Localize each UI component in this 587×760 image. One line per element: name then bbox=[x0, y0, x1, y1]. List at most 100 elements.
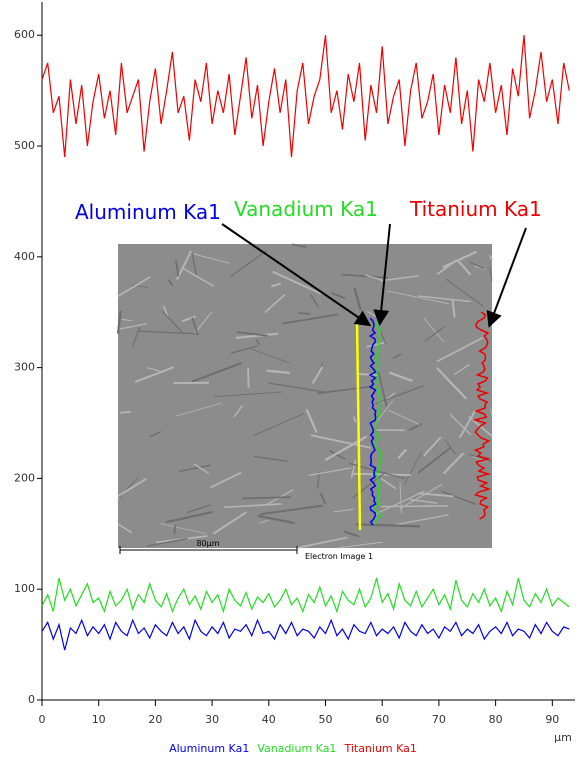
texture bbox=[235, 332, 279, 339]
texture bbox=[117, 497, 120, 501]
scan-trace bbox=[472, 311, 492, 520]
x-tick-label: 20 bbox=[148, 713, 162, 726]
texture bbox=[374, 490, 425, 516]
texture bbox=[445, 278, 484, 307]
texture bbox=[380, 275, 420, 282]
texture bbox=[186, 504, 212, 514]
texture bbox=[233, 405, 243, 418]
texture bbox=[457, 259, 472, 276]
texture bbox=[388, 371, 413, 382]
texture bbox=[162, 305, 169, 317]
texture bbox=[379, 330, 387, 345]
texture bbox=[311, 366, 324, 384]
texture bbox=[167, 279, 174, 287]
texture bbox=[468, 453, 493, 463]
texture bbox=[309, 467, 352, 476]
texture bbox=[131, 326, 141, 348]
texture bbox=[443, 452, 465, 475]
texture bbox=[242, 496, 291, 500]
texture bbox=[343, 530, 360, 538]
y-tick-label: 0 bbox=[28, 693, 35, 706]
texture bbox=[257, 514, 295, 525]
legend-entry: Titanium Ka1 bbox=[343, 742, 416, 755]
texture bbox=[319, 492, 327, 505]
scan-trace bbox=[373, 317, 382, 526]
texture bbox=[356, 523, 421, 528]
texture bbox=[366, 341, 385, 348]
x-axis-label: µm bbox=[554, 731, 572, 744]
y-tick-label: 500 bbox=[14, 139, 35, 152]
texture bbox=[191, 317, 199, 336]
texture bbox=[117, 523, 133, 534]
texture bbox=[417, 492, 454, 498]
texture bbox=[418, 295, 471, 303]
texture bbox=[453, 364, 470, 376]
texture bbox=[116, 310, 122, 334]
x-tick-label: 0 bbox=[39, 713, 46, 726]
annotation: Aluminum Ka1 bbox=[75, 200, 221, 224]
texture bbox=[409, 498, 438, 504]
texture bbox=[272, 270, 322, 295]
texture bbox=[137, 330, 198, 335]
texture bbox=[441, 490, 477, 506]
texture bbox=[333, 508, 355, 513]
texture bbox=[259, 504, 323, 516]
texture bbox=[305, 408, 318, 433]
x-tick-label: 50 bbox=[319, 713, 333, 726]
texture bbox=[423, 436, 442, 457]
texture bbox=[212, 511, 247, 535]
y-tick-label: 200 bbox=[14, 471, 35, 484]
scan-trace bbox=[368, 317, 377, 526]
texture bbox=[424, 325, 446, 342]
texture bbox=[253, 412, 305, 436]
y-tick-label: 300 bbox=[14, 361, 35, 374]
texture bbox=[268, 382, 327, 393]
texture bbox=[436, 367, 468, 400]
annotation: Vanadium Ka1 bbox=[234, 197, 378, 221]
legend: Aluminum Ka1 Vanadium Ka1 Titanium Ka1 bbox=[169, 742, 417, 755]
texture bbox=[162, 310, 184, 335]
texture bbox=[259, 519, 269, 524]
texture bbox=[388, 409, 420, 426]
legend-entry: Aluminum Ka1 bbox=[169, 742, 249, 755]
texture bbox=[229, 250, 267, 278]
texture bbox=[451, 299, 456, 318]
texture bbox=[388, 514, 449, 527]
texture bbox=[165, 510, 213, 524]
annotation: Titanium Ka1 bbox=[409, 197, 542, 221]
texture bbox=[134, 366, 175, 383]
texture bbox=[436, 336, 484, 363]
texture bbox=[193, 253, 230, 264]
texture bbox=[236, 331, 269, 337]
x-tick-label: 30 bbox=[205, 713, 219, 726]
texture bbox=[331, 292, 346, 300]
texture bbox=[117, 323, 147, 330]
texture bbox=[469, 261, 485, 270]
texture bbox=[176, 250, 193, 281]
texture bbox=[353, 287, 362, 311]
texture bbox=[266, 369, 290, 374]
texture bbox=[309, 293, 320, 308]
texture bbox=[213, 391, 282, 398]
texture bbox=[404, 451, 423, 485]
arrow bbox=[486, 227, 527, 328]
texture bbox=[117, 477, 138, 500]
texture bbox=[392, 353, 402, 359]
x-tick-label: 60 bbox=[375, 713, 389, 726]
texture bbox=[377, 371, 388, 407]
x-tick-label: 90 bbox=[545, 713, 559, 726]
y-tick-label: 100 bbox=[14, 582, 35, 595]
texture bbox=[149, 430, 162, 438]
legend-entry: Vanadium Ka1 bbox=[257, 742, 336, 755]
texture bbox=[436, 259, 458, 275]
texture bbox=[210, 471, 242, 489]
x-tick-label: 40 bbox=[262, 713, 276, 726]
texture bbox=[364, 274, 384, 282]
arrow bbox=[221, 223, 372, 327]
texture bbox=[408, 423, 423, 431]
texture bbox=[316, 385, 374, 395]
texture bbox=[281, 313, 339, 325]
texture bbox=[458, 410, 477, 439]
texture bbox=[399, 483, 443, 510]
